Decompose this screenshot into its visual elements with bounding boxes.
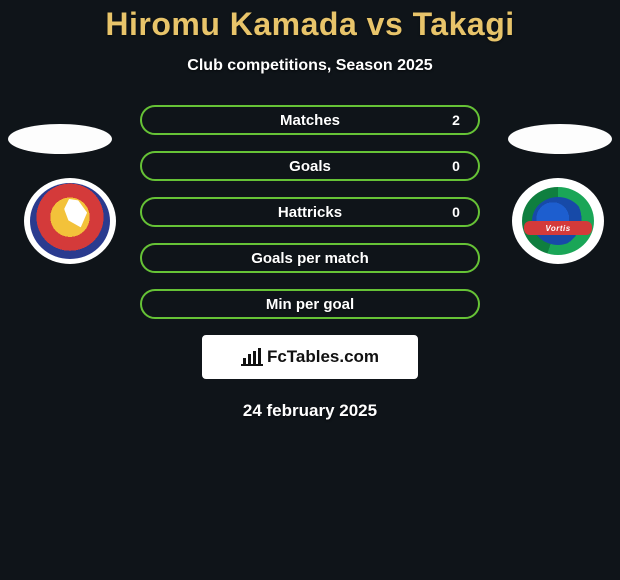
- vegalta-crest-icon: [30, 183, 110, 259]
- stat-label: Goals: [186, 158, 434, 175]
- club-badge-right: Vortis: [512, 178, 604, 264]
- player-photo-right: [508, 124, 612, 154]
- vortis-band-text: Vortis: [524, 221, 592, 235]
- stat-label: Goals per match: [186, 250, 434, 267]
- club-badge-left: [24, 178, 116, 264]
- stat-label: Matches: [186, 112, 434, 129]
- comparison-card: Hiromu Kamada vs Takagi Club competition…: [0, 0, 620, 421]
- stat-label: Min per goal: [186, 296, 434, 313]
- stat-row-matches: Matches 2: [140, 105, 480, 135]
- player-photo-left: [8, 124, 112, 154]
- stat-row-hattricks: Hattricks 0: [140, 197, 480, 227]
- page-title: Hiromu Kamada vs Takagi: [0, 6, 620, 43]
- generated-date: 24 february 2025: [0, 401, 620, 421]
- stat-right-value: 0: [434, 204, 478, 220]
- stat-row-min-per-goal: Min per goal: [140, 289, 480, 319]
- bar-chart-icon: [241, 348, 263, 366]
- vortis-crest-icon: Vortis: [518, 183, 598, 259]
- stat-label: Hattricks: [186, 204, 434, 221]
- stat-row-goals: Goals 0: [140, 151, 480, 181]
- stat-row-goals-per-match: Goals per match: [140, 243, 480, 273]
- stat-right-value: 2: [434, 112, 478, 128]
- subtitle: Club competitions, Season 2025: [0, 57, 620, 75]
- fctables-label: FcTables.com: [267, 347, 379, 367]
- fctables-link[interactable]: FcTables.com: [202, 335, 418, 379]
- stat-right-value: 0: [434, 158, 478, 174]
